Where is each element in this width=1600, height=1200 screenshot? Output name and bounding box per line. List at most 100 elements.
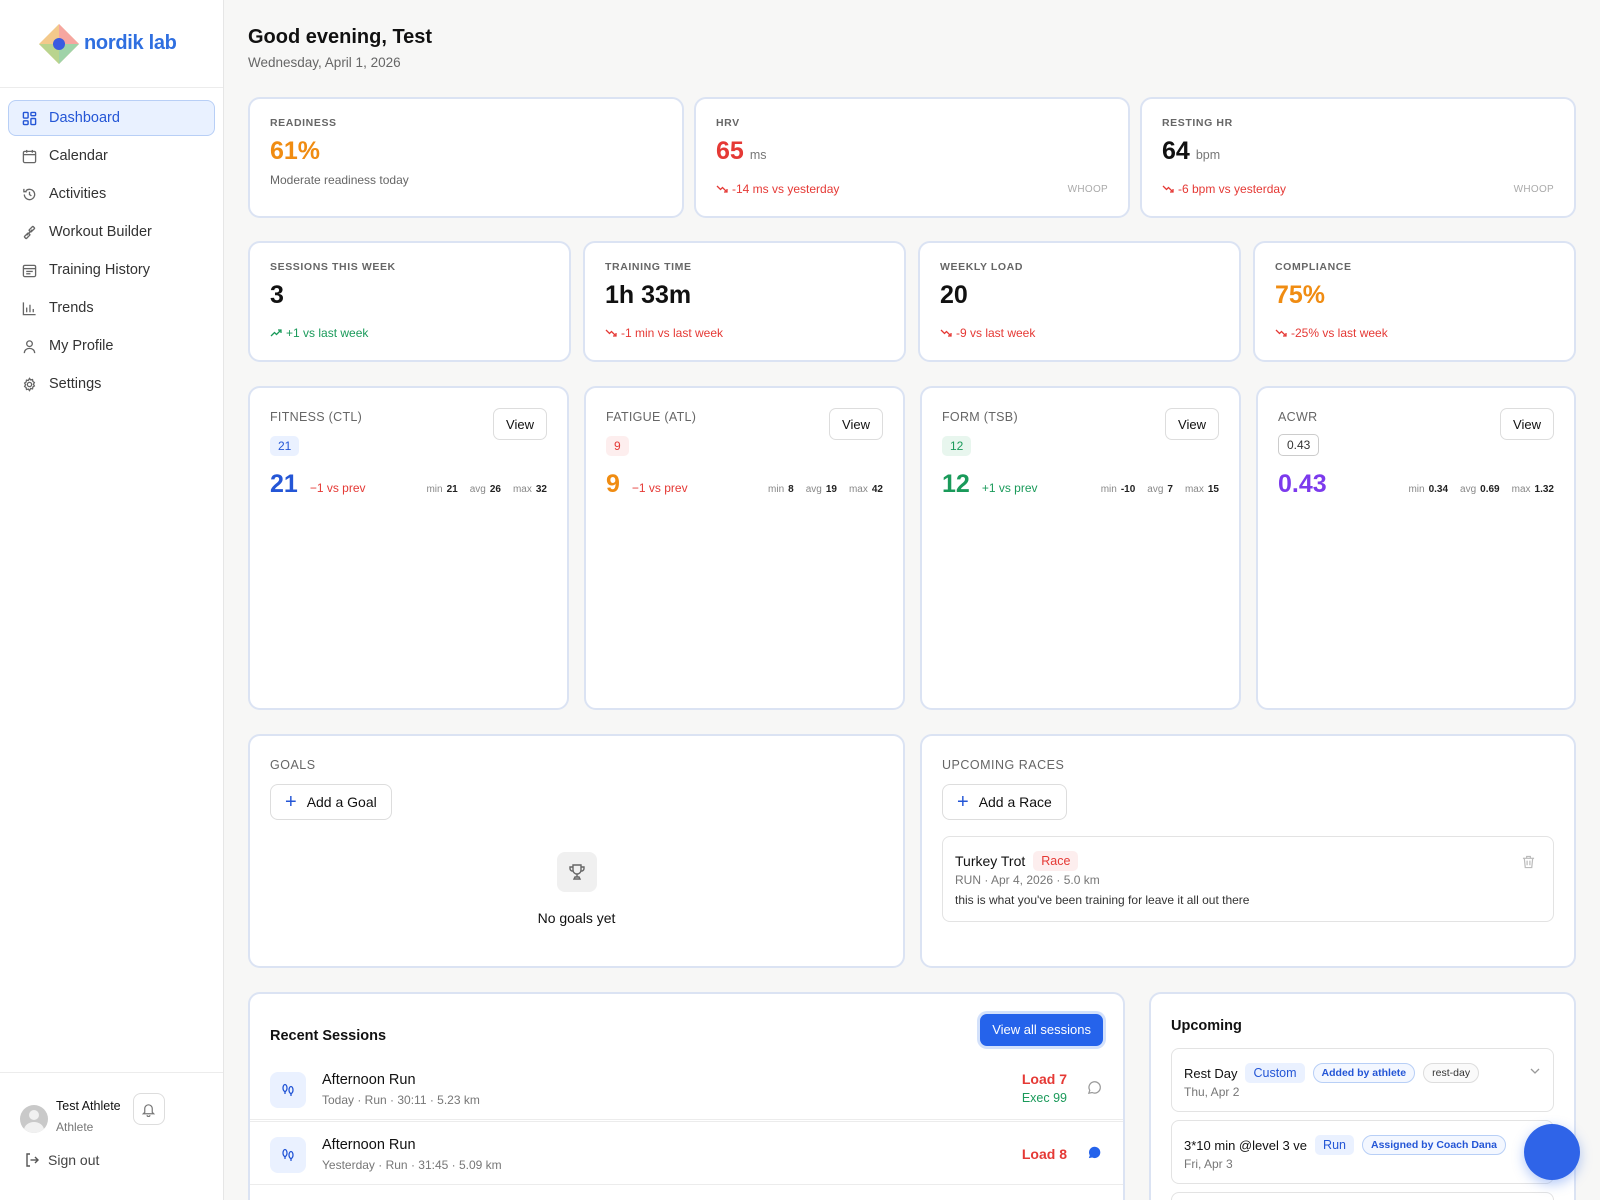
- resting-hr-value-group: 64 bpm: [1162, 137, 1220, 166]
- sidebar-item-workout-builder[interactable]: Workout Builder: [8, 214, 215, 250]
- ctl-min: 21: [446, 484, 458, 495]
- trash-icon[interactable]: [1522, 855, 1535, 869]
- sidebar-item-label: Calendar: [49, 148, 108, 164]
- sidebar-item-label: Activities: [49, 186, 107, 202]
- brand-logo[interactable]: nordik lab: [0, 0, 223, 88]
- upcoming-item[interactable]: [1171, 1192, 1554, 1200]
- min-label: min: [426, 484, 443, 495]
- ctl-view-button[interactable]: View: [493, 408, 547, 440]
- resting-hr-card[interactable]: RESTING HR 64 bpm -6 bpm vs yesterday WH…: [1140, 97, 1576, 218]
- hrv-source: WHOOP: [1067, 184, 1108, 195]
- atl-value-group: 9 −1 vs prev: [606, 470, 688, 499]
- hrv-delta-text: -14 ms vs yesterday: [732, 182, 840, 196]
- session-load: Load 7: [1021, 1071, 1067, 1087]
- notifications-button[interactable]: [132, 1093, 165, 1125]
- readiness-label: READINESS: [270, 117, 337, 129]
- trend-down-icon: [1162, 184, 1174, 194]
- add-race-button[interactable]: + Add a Race: [942, 784, 1067, 820]
- resting-hr-label: RESTING HR: [1162, 117, 1233, 129]
- tsb-view-button[interactable]: View: [1165, 408, 1219, 440]
- user-meta: Test Athlete Athlete: [56, 1099, 121, 1134]
- avg-label: avg: [805, 484, 822, 495]
- compliance-label: COMPLIANCE: [1275, 261, 1352, 273]
- sidebar-item-activities[interactable]: Activities: [8, 176, 215, 212]
- sidebar-item-my-profile[interactable]: My Profile: [8, 328, 215, 364]
- atl-delta: −1 vs prev: [631, 481, 688, 495]
- sidebar-footer: Test Athlete Athlete Sign out: [0, 1072, 223, 1200]
- sign-out-icon: [24, 1152, 40, 1168]
- fitness-ctl-card: FITNESS (CTL) View 21 21 −1 vs prev min 2…: [248, 386, 569, 710]
- metric-title: FATIGUE (ATL): [606, 410, 697, 424]
- user-icon: [21, 338, 37, 354]
- race-meta: RUN · Apr 4, 2026 · 5.0 km: [955, 873, 1100, 887]
- main-content: Good evening, Test Wednesday, April 1, 2…: [248, 0, 1576, 70]
- max-label: max: [1184, 484, 1204, 495]
- user-card: Test Athlete Athlete: [20, 1093, 223, 1134]
- resting-hr-unit: bpm: [1195, 148, 1221, 162]
- hrv-unit: ms: [749, 148, 767, 162]
- session-meta: Today · Run · 30:11 · 5.23 km: [322, 1093, 480, 1107]
- metric-title: FITNESS (CTL): [270, 410, 363, 424]
- chevron-down-icon[interactable]: [1529, 1065, 1541, 1077]
- trend-down-icon: [605, 328, 617, 338]
- upcoming-item-header: Rest Day Custom Added by athlete rest-da…: [1184, 1063, 1480, 1083]
- trend-down-icon: [940, 328, 952, 338]
- compliance-value: 75%: [1275, 281, 1326, 309]
- avatar[interactable]: [20, 1105, 48, 1133]
- dashboard-icon: [21, 110, 37, 126]
- recent-sessions-card: Recent Sessions View all sessions Aftern…: [248, 992, 1125, 1200]
- max-label: max: [1511, 484, 1531, 495]
- weekly-load-card[interactable]: WEEKLY LOAD 20 -9 vs last week: [918, 241, 1241, 362]
- hrv-value-group: 65 ms: [716, 137, 766, 166]
- sign-out-button[interactable]: Sign out: [24, 1152, 223, 1168]
- tsb-max: 15: [1207, 484, 1219, 495]
- session-title: Afternoon Run: [322, 1137, 416, 1153]
- sidebar-item-trends[interactable]: Trends: [8, 290, 215, 326]
- upcoming-item[interactable]: Rest Day Custom Added by athlete rest-da…: [1171, 1048, 1554, 1112]
- acwr-card: ACWR View 0.43 0.43 min 0.34 avg 0.69 max 1…: [1256, 386, 1576, 710]
- sidebar-item-calendar[interactable]: Calendar: [8, 138, 215, 174]
- acwr-view-button[interactable]: View: [1500, 408, 1554, 440]
- page-date: Wednesday, April 1, 2026: [248, 55, 401, 70]
- training-time-delta-text: -1 min vs last week: [621, 326, 724, 340]
- floating-action-button[interactable]: [1524, 1124, 1580, 1180]
- sessions-card[interactable]: SESSIONS THIS WEEK 3 +1 vs last week: [248, 241, 571, 362]
- sidebar-item-settings[interactable]: Settings: [8, 366, 215, 402]
- upcoming-item-date: Thu, Apr 2: [1184, 1085, 1240, 1099]
- add-goal-button[interactable]: + Add a Goal: [270, 784, 392, 820]
- plus-icon: +: [285, 791, 297, 813]
- view-all-sessions-button[interactable]: View all sessions: [980, 1014, 1103, 1046]
- sessions-delta: +1 vs last week: [270, 326, 368, 340]
- atl-view-button[interactable]: View: [829, 408, 883, 440]
- upcoming-item[interactable]: 3*10 min @level 3 ve Run Assigned by Coa…: [1171, 1120, 1554, 1184]
- race-item[interactable]: Turkey Trot Race RUN · Apr 4, 2026 · 5.0…: [942, 836, 1554, 922]
- sidebar-item-dashboard[interactable]: Dashboard: [8, 100, 215, 136]
- goals-card: GOALS + Add a Goal No goals yet: [248, 734, 905, 968]
- training-time-value: 1h 33m: [605, 281, 692, 309]
- ctl-value-group: 21 −1 vs prev: [270, 470, 366, 499]
- hrv-card[interactable]: HRV 65 ms -14 ms vs yesterday WHOOP: [694, 97, 1130, 218]
- table-row[interactable]: Afternoon Run Today · Run · 30:11 · 5.23…: [250, 1056, 1123, 1120]
- trend-down-icon: [1275, 328, 1287, 338]
- hrv-value: 65: [716, 137, 744, 165]
- sessions-delta-text: +1 vs last week: [286, 326, 369, 340]
- avg-label: avg: [1147, 484, 1164, 495]
- training-time-label: TRAINING TIME: [605, 261, 692, 273]
- readiness-card[interactable]: READINESS 61% Moderate readiness today: [248, 97, 684, 218]
- metric-title: ACWR: [1278, 410, 1318, 424]
- training-time-delta: -1 min vs last week: [605, 326, 723, 340]
- weekly-load-delta: -9 vs last week: [940, 326, 1035, 340]
- sidebar-item-label: Workout Builder: [49, 224, 152, 240]
- table-row[interactable]: Afternoon Run Yesterday · Run · 31:45 · …: [250, 1121, 1123, 1185]
- training-time-card[interactable]: TRAINING TIME 1h 33m -1 min vs last week: [583, 241, 906, 362]
- comment-filled-icon[interactable]: [1086, 1144, 1103, 1161]
- compliance-card[interactable]: COMPLIANCE 75% -25% vs last week: [1253, 241, 1576, 362]
- recent-sessions-title: Recent Sessions: [270, 1028, 387, 1044]
- acwr-value-group: 0.43: [1278, 470, 1327, 499]
- comment-icon[interactable]: [1086, 1079, 1103, 1096]
- sidebar-nav: Dashboard Calendar Activities Workout Bu…: [0, 88, 223, 416]
- races-title: UPCOMING RACES: [942, 758, 1065, 772]
- ctl-avg: 26: [489, 484, 501, 495]
- sidebar-item-label: Trends: [49, 300, 94, 316]
- sidebar-item-training-history[interactable]: Training History: [8, 252, 215, 288]
